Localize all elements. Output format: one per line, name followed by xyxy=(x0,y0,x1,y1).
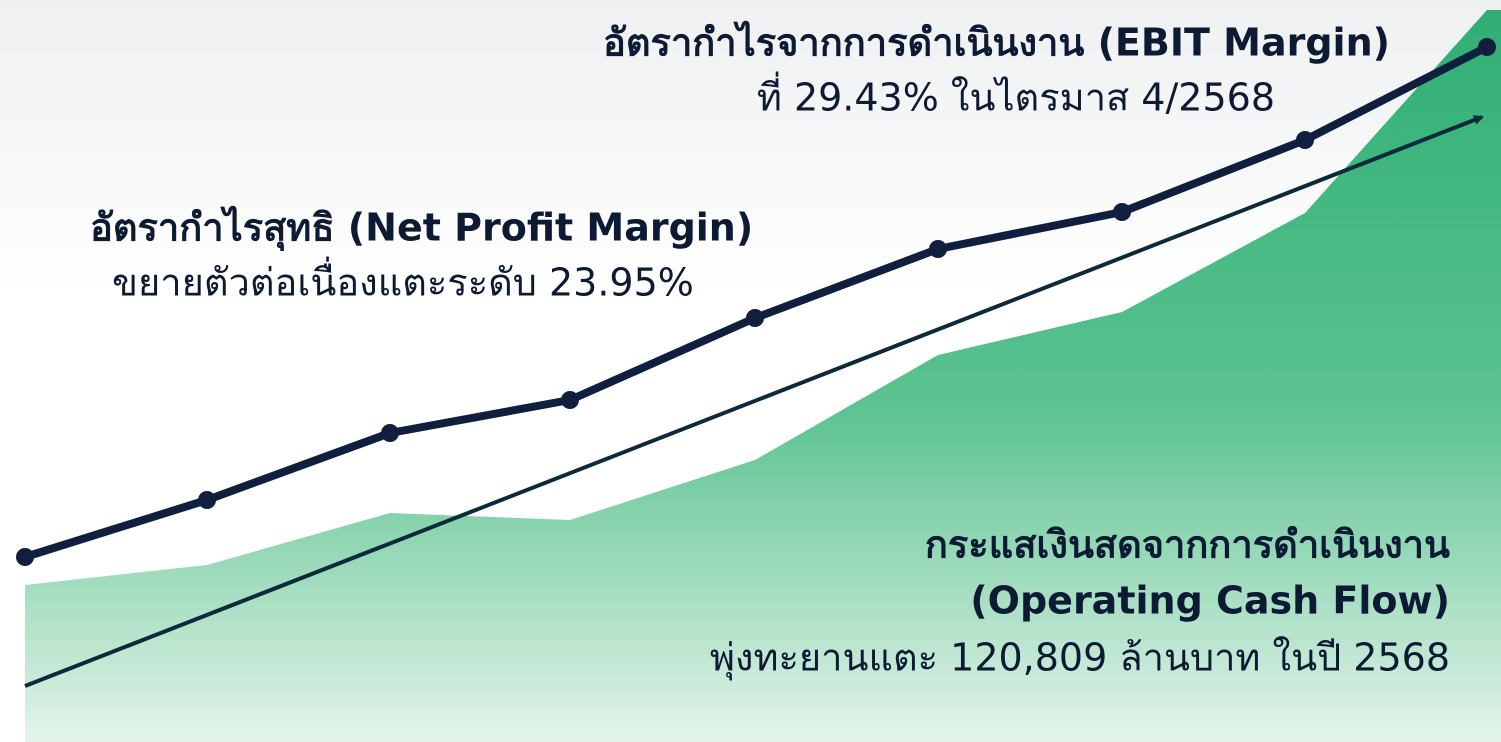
point xyxy=(746,309,764,327)
npm-title: อัตรากำไรสุทธิ (Net Profit Margin) xyxy=(90,206,753,252)
ebit-title: อัตรากำไรจากการดำเนินงาน (EBIT Margin) xyxy=(603,21,1390,65)
point xyxy=(561,391,579,409)
margin-points xyxy=(16,38,1496,566)
point xyxy=(929,240,947,258)
cash-flow-area xyxy=(25,10,1501,742)
point xyxy=(1296,131,1314,149)
ocf-body: พุ่งทะยานแตะ 120,809 ล้านบาท ในปี 2568 xyxy=(710,636,1450,681)
point xyxy=(198,491,216,509)
ocf-title: กระแสเงินสดจากการดำเนินงาน xyxy=(925,523,1450,567)
point xyxy=(381,424,399,442)
npm-body: ขยายตัวต่อเนื่องแตะระดับ 23.95% xyxy=(112,257,694,305)
trend-arrow xyxy=(24,115,1484,688)
point xyxy=(16,548,34,566)
point xyxy=(1113,203,1131,221)
ocf-subtitle: (Operating Cash Flow) xyxy=(970,579,1450,623)
point xyxy=(1478,38,1496,56)
ebit-body: ที่ 29.43% ในไตรมาส 4/2568 xyxy=(757,72,1275,120)
